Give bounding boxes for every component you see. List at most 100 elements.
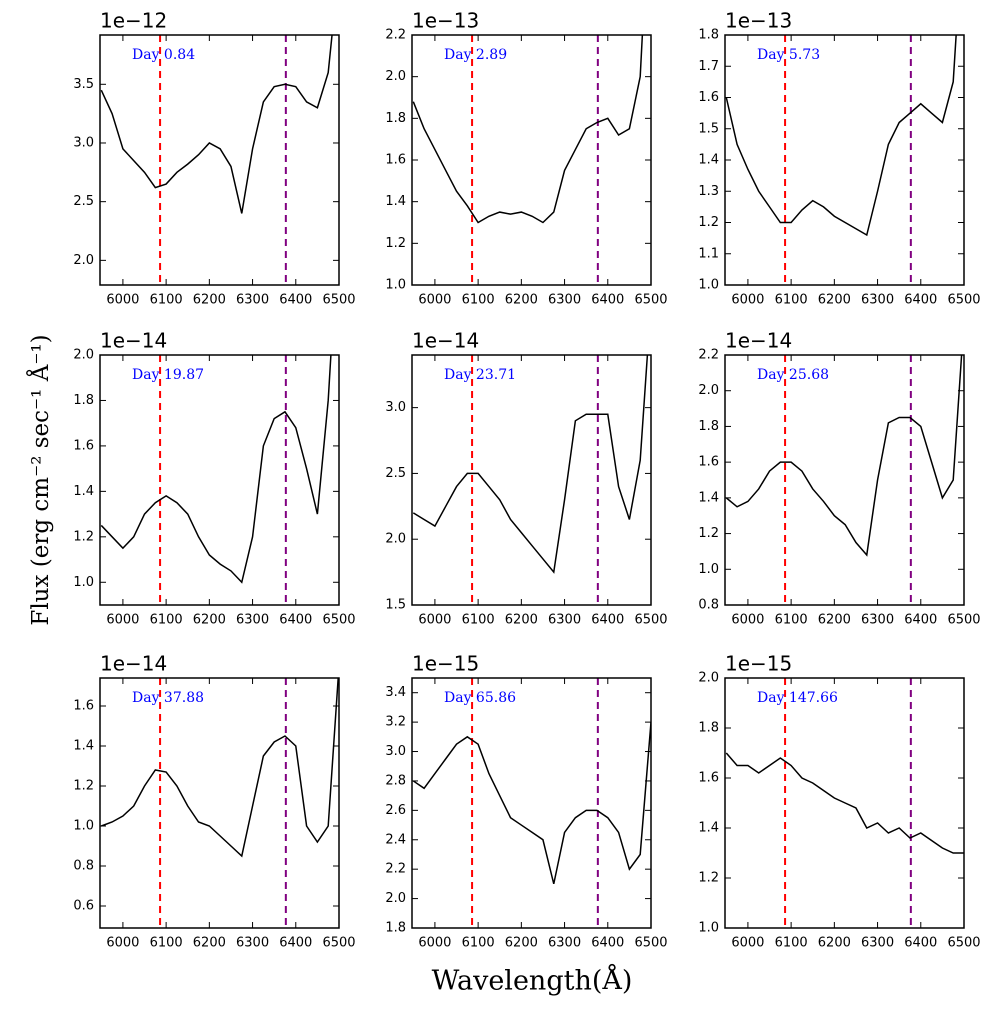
day-annotation: Day 25.68 <box>757 367 829 383</box>
y-tick-label: 2.2 <box>698 348 719 363</box>
x-tick-label: 6300 <box>861 293 894 308</box>
spectrum-line <box>101 678 339 858</box>
x-axis-label: Wavelength(Å) <box>432 964 633 997</box>
subplot: 6000 6100 6200 6300 6400 6500 0.6 0.8 1.0 1.2 1.4 1… <box>73 652 355 951</box>
y-tick-label: 2.2 <box>385 28 406 43</box>
y-axis-label: Flux (erg cm⁻² sec⁻¹ Å⁻¹) <box>26 334 54 625</box>
y-tick-label: 2.0 <box>698 383 719 398</box>
y-tick-label: 3.2 <box>385 715 406 730</box>
y-tick-label: 2.4 <box>385 832 406 847</box>
x-tick-label: 6000 <box>106 936 139 951</box>
day-annotation: Day 2.89 <box>444 47 507 63</box>
x-tick-label: 6400 <box>904 293 937 308</box>
x-tick-label: 6300 <box>548 936 581 951</box>
y-tick-label: 1.6 <box>385 153 406 168</box>
y-tick-label: 3.5 <box>73 77 94 92</box>
x-tick-label: 6300 <box>236 936 269 951</box>
y-tick-label: 1.4 <box>698 490 719 505</box>
y-tick-label: 0.6 <box>73 899 94 914</box>
y-tick-label: 1.4 <box>73 484 94 499</box>
day-annotation: Day 0.84 <box>132 47 195 63</box>
y-tick-label: 2.0 <box>698 671 719 686</box>
x-tick-label: 6100 <box>462 613 495 628</box>
y-tick-label: 1.7 <box>698 59 719 74</box>
axes-frame <box>724 354 965 606</box>
y-tick-label: 1.0 <box>385 278 406 293</box>
spectrum-line <box>412 35 644 224</box>
day-annotation: Day 37.88 <box>132 690 204 706</box>
y-tick-label: 1.2 <box>73 779 94 794</box>
x-tick-label: 6400 <box>279 613 312 628</box>
y-tick-label: 1.8 <box>698 419 719 434</box>
y-tick-label: 2.5 <box>385 466 406 481</box>
x-tick-label: 6500 <box>947 613 980 628</box>
x-tick-label: 6200 <box>818 613 851 628</box>
offset-text: 1e−15 <box>412 652 479 676</box>
y-tick-label: 1.2 <box>698 215 719 230</box>
y-tick-label: 1.2 <box>698 871 719 886</box>
x-tick-label: 6100 <box>775 613 808 628</box>
subplot: 6000 6100 6200 6300 6400 6500 1.8 2.0 2.2 2.4 2.6 2… <box>385 652 667 951</box>
day-annotation: Day 5.73 <box>757 47 820 63</box>
y-tick-label: 2.0 <box>73 348 94 363</box>
y-tick-label: 2.8 <box>385 773 406 788</box>
x-tick-label: 6100 <box>150 936 183 951</box>
x-tick-label: 6000 <box>106 293 139 308</box>
y-tick-label: 2.0 <box>73 253 94 268</box>
axes-frame <box>411 677 652 929</box>
subplot: 6000 6100 6200 6300 6400 6500 1.0 1.2 1.4 1.6 1.8 2… <box>73 329 355 628</box>
spectrum-line <box>725 752 964 854</box>
y-tick-label: 1.8 <box>698 721 719 736</box>
y-tick-label: 2.0 <box>385 532 406 547</box>
x-tick-label: 6500 <box>947 293 980 308</box>
x-tick-label: 6400 <box>591 936 624 951</box>
offset-text: 1e−15 <box>725 652 792 676</box>
spectrum-line <box>100 35 333 214</box>
offset-text: 1e−14 <box>725 329 792 353</box>
y-tick-label: 1.0 <box>73 575 94 590</box>
x-tick-label: 6300 <box>236 293 269 308</box>
x-tick-label: 6500 <box>322 613 355 628</box>
x-tick-label: 6100 <box>150 613 183 628</box>
y-tick-label: 1.0 <box>698 562 719 577</box>
x-tick-label: 6100 <box>462 293 495 308</box>
y-tick-label: 1.6 <box>73 699 94 714</box>
offset-text: 1e−14 <box>100 329 167 353</box>
spectrum-line <box>725 35 957 237</box>
y-tick-label: 0.8 <box>698 598 719 613</box>
y-tick-label: 1.8 <box>698 28 719 43</box>
y-tick-label: 1.2 <box>385 236 406 251</box>
day-annotation: Day 65.86 <box>444 690 516 706</box>
x-tick-label: 6400 <box>591 613 624 628</box>
offset-text: 1e−13 <box>725 9 792 33</box>
x-tick-label: 6300 <box>861 936 894 951</box>
x-tick-label: 6300 <box>548 613 581 628</box>
x-tick-label: 6000 <box>418 613 451 628</box>
spectrum-line <box>725 355 963 557</box>
y-tick-label: 2.2 <box>385 862 406 877</box>
plot-area <box>100 35 339 285</box>
y-tick-label: 1.4 <box>698 821 719 836</box>
day-annotation: Day 23.71 <box>444 367 516 383</box>
subplot: 6000 6100 6200 6300 6400 6500 1.5 2.0 2.5 3.0 1e−1… <box>385 329 667 628</box>
x-tick-label: 6500 <box>322 293 355 308</box>
plot-area <box>100 678 339 928</box>
y-tick-label: 3.0 <box>385 744 406 759</box>
x-tick-label: 6400 <box>279 293 312 308</box>
y-tick-label: 2.5 <box>73 194 94 209</box>
x-tick-label: 6100 <box>775 293 808 308</box>
y-tick-label: 1.6 <box>698 771 719 786</box>
x-tick-label: 6000 <box>418 936 451 951</box>
y-tick-label: 3.0 <box>385 400 406 415</box>
plot-area <box>725 355 964 605</box>
x-tick-label: 6000 <box>106 613 139 628</box>
axes-frame <box>99 354 340 606</box>
subplot: 6000 6100 6200 6300 6400 6500 0.8 1.0 1.2 1.4 1.6 1… <box>698 329 980 628</box>
y-tick-label: 1.0 <box>698 921 719 936</box>
subplot: 6000 6100 6200 6300 6400 6500 1.0 1.1 1.2 1.3 1.4 1… <box>698 9 980 308</box>
x-tick-label: 6200 <box>818 936 851 951</box>
x-tick-label: 6100 <box>775 936 808 951</box>
y-tick-label: 1.8 <box>385 111 406 126</box>
x-tick-label: 6400 <box>279 936 312 951</box>
axes-frame <box>99 34 340 286</box>
